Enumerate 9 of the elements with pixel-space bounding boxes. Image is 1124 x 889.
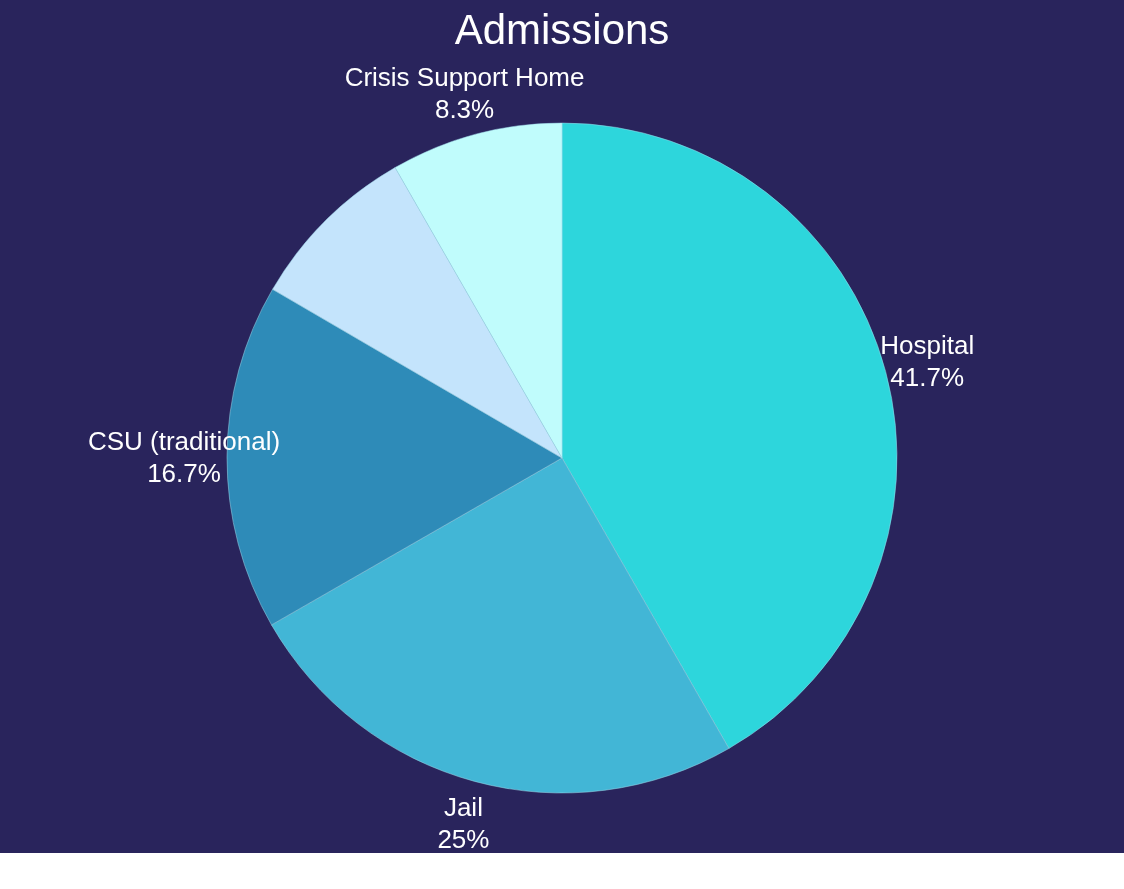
data-label: 41.7% xyxy=(890,361,965,392)
data-label: 16.7% xyxy=(147,457,221,488)
slice-label: Hospital xyxy=(880,329,975,360)
slice-label: Crisis Support Home xyxy=(344,61,585,92)
slice-label: Jail xyxy=(443,791,483,822)
data-label: 8.3% xyxy=(434,93,495,124)
slice-label: CSU (traditional) xyxy=(87,425,281,456)
data-label: 25% xyxy=(437,823,490,854)
chart-title: Admissions xyxy=(454,6,670,53)
